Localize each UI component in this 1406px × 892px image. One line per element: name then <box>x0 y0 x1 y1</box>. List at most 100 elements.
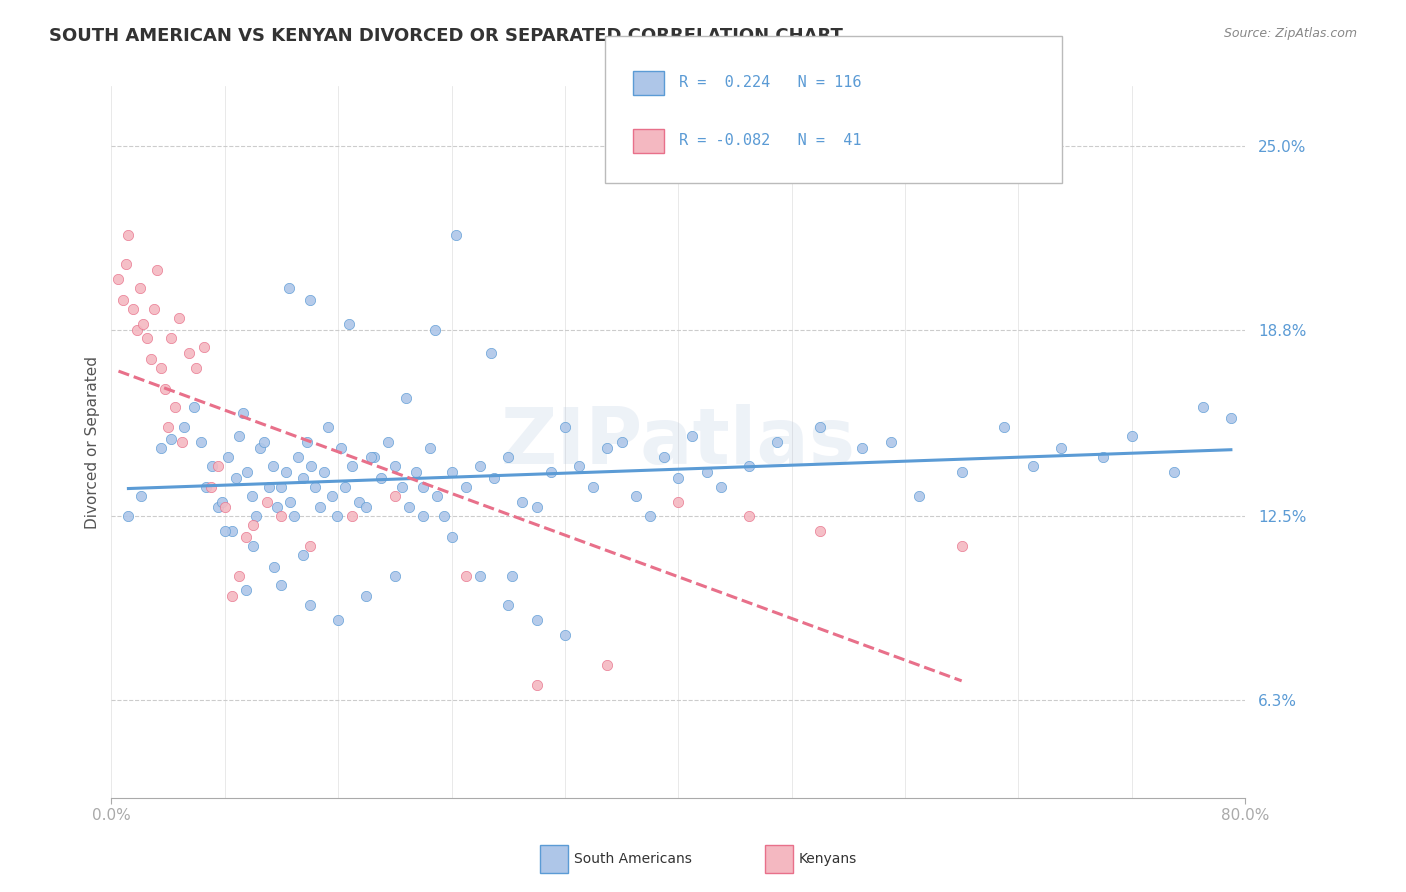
Point <box>384 489 406 503</box>
Point <box>412 509 434 524</box>
Point <box>1163 465 1185 479</box>
Point <box>200 480 222 494</box>
Point <box>342 509 364 524</box>
Point <box>270 480 292 494</box>
Point <box>681 429 703 443</box>
Point <box>201 458 224 473</box>
Point <box>1092 450 1115 464</box>
Point <box>291 548 314 562</box>
Point <box>270 577 292 591</box>
Point <box>398 500 420 515</box>
Point <box>405 465 427 479</box>
Point <box>186 361 208 376</box>
Point <box>150 441 173 455</box>
Point <box>384 458 406 473</box>
Point <box>211 494 233 508</box>
Point <box>155 382 177 396</box>
Point <box>384 568 406 582</box>
Point <box>207 458 229 473</box>
Point <box>696 465 718 479</box>
Text: Source: ZipAtlas.com: Source: ZipAtlas.com <box>1223 27 1357 40</box>
Point <box>1219 411 1241 425</box>
Point <box>232 406 254 420</box>
Point <box>526 678 548 692</box>
Text: Kenyans: Kenyans <box>799 852 856 866</box>
Point <box>582 480 605 494</box>
Point <box>360 450 382 464</box>
Point <box>363 450 385 464</box>
Point <box>173 420 195 434</box>
Point <box>266 500 288 515</box>
Point <box>908 489 931 503</box>
Point <box>295 435 318 450</box>
Point <box>666 471 689 485</box>
Point <box>183 400 205 414</box>
Point <box>165 400 187 414</box>
Y-axis label: Divorced or Separated: Divorced or Separated <box>86 356 100 529</box>
Point <box>540 465 562 479</box>
Point <box>624 489 647 503</box>
Point <box>950 539 973 553</box>
Point <box>526 500 548 515</box>
Point <box>257 480 280 494</box>
Point <box>395 391 418 405</box>
Point <box>596 657 619 672</box>
Point <box>454 480 477 494</box>
Point <box>738 458 761 473</box>
Point <box>160 432 183 446</box>
Point <box>235 583 257 598</box>
Text: R = -0.082   N =  41: R = -0.082 N = 41 <box>679 133 862 147</box>
Point <box>479 346 502 360</box>
Point <box>880 435 903 450</box>
Point <box>277 281 299 295</box>
Point <box>1191 400 1213 414</box>
Point <box>512 494 534 508</box>
Point <box>377 435 399 450</box>
Point <box>135 331 157 345</box>
Point <box>283 509 305 524</box>
Point <box>370 471 392 485</box>
Point <box>274 465 297 479</box>
Point <box>454 568 477 582</box>
Point <box>245 509 267 524</box>
Point <box>207 500 229 515</box>
Point <box>308 500 330 515</box>
Point <box>1050 441 1073 455</box>
Point <box>321 489 343 503</box>
Point <box>738 509 761 524</box>
Point <box>169 310 191 325</box>
Point <box>298 599 321 613</box>
Point <box>193 340 215 354</box>
Point <box>440 530 463 544</box>
Point <box>468 458 491 473</box>
Point <box>426 489 449 503</box>
Point <box>993 420 1015 434</box>
Text: R =  0.224   N = 116: R = 0.224 N = 116 <box>679 75 862 89</box>
Point <box>766 435 789 450</box>
Point <box>440 465 463 479</box>
Point <box>179 346 201 360</box>
Point <box>221 524 243 538</box>
Point <box>342 458 364 473</box>
Point <box>221 590 243 604</box>
Point <box>131 317 153 331</box>
Point <box>554 628 576 642</box>
Point <box>304 480 326 494</box>
Point <box>423 322 446 336</box>
Point <box>114 257 136 271</box>
Point <box>496 599 519 613</box>
Point <box>253 435 276 450</box>
Point <box>228 568 250 582</box>
Point <box>117 227 139 242</box>
Point <box>349 494 371 508</box>
Point <box>214 524 236 538</box>
Point <box>142 301 165 316</box>
Point <box>157 420 180 434</box>
Point <box>596 441 619 455</box>
Point <box>356 500 378 515</box>
Point <box>299 458 322 473</box>
Point <box>121 301 143 316</box>
Point <box>298 539 321 553</box>
Point <box>666 494 689 508</box>
Point <box>145 263 167 277</box>
